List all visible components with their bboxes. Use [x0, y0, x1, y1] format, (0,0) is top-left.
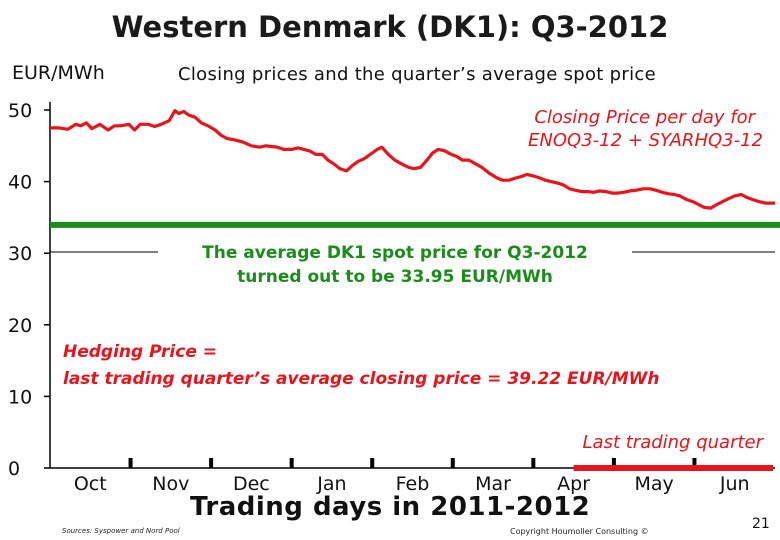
x-tick: [289, 458, 294, 468]
page-number: 21: [752, 516, 770, 532]
y-tick-label: 10: [8, 386, 32, 408]
y-tick-label: 30: [8, 243, 32, 265]
x-tick: [692, 458, 697, 468]
x-tick: [450, 458, 455, 468]
x-tick-label: Dec: [233, 473, 270, 495]
x-tick-label: May: [635, 473, 674, 495]
x-tick-label: Jun: [719, 473, 750, 495]
y-tick-label: 40: [8, 172, 32, 194]
chart-subtitle: Closing prices and the quarter’s average…: [178, 64, 656, 85]
x-tick-label: Mar: [475, 473, 511, 495]
x-tick: [531, 458, 536, 468]
x-tick-label: Jan: [316, 473, 346, 495]
spot-label-line2: turned out to be 33.95 EUR/MWh: [237, 267, 553, 287]
x-tick-label: Nov: [152, 473, 189, 495]
x-tick-label: Feb: [396, 473, 430, 495]
closing-label-bg: [462, 101, 767, 153]
y-tick-label: 20: [8, 315, 32, 337]
x-tick: [209, 458, 214, 468]
y-tick-label: 0: [8, 458, 20, 480]
x-tick: [370, 458, 375, 468]
closing-label-line2: ENOQ3-12 + SYARHQ3-12: [528, 130, 763, 151]
source-note: Sources: Syspower and Nord Pool: [62, 527, 180, 535]
spot-label-line1: The average DK1 spot price for Q3-2012: [202, 243, 588, 263]
x-tick: [128, 458, 133, 468]
y-tick-label: 50: [8, 100, 32, 122]
chart-title: Western Denmark (DK1): Q3-2012: [111, 10, 669, 44]
closing-price-line: [50, 109, 775, 210]
x-tick: [611, 458, 616, 468]
x-tick-label: Oct: [74, 473, 107, 495]
closing-label-line1: Closing Price per day for: [534, 107, 756, 128]
copyright-note: Copyright Houmoller Consulting ©: [510, 527, 649, 536]
hedge-label-line2: last trading quarter’s average closing p…: [63, 369, 660, 389]
last-quarter-label: Last trading quarter: [583, 432, 765, 453]
y-axis-unit: EUR/MWh: [12, 62, 105, 84]
hedge-label-line1: Hedging Price =: [63, 342, 217, 362]
x-axis-label: Trading days in 2011-2012: [190, 492, 591, 522]
x-tick-label: Apr: [557, 473, 590, 495]
